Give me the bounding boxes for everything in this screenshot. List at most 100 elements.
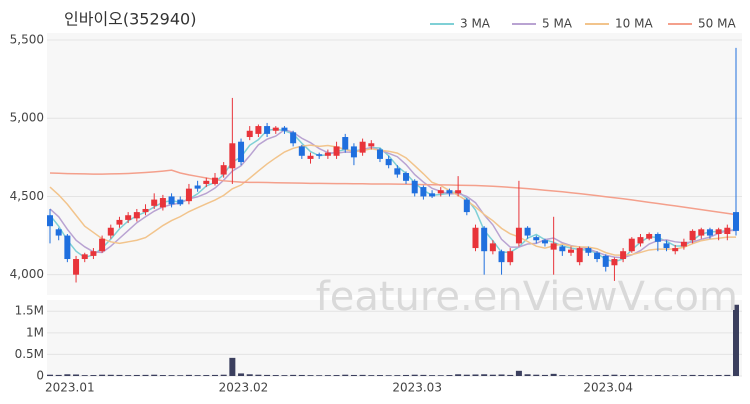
- candle-body: [99, 238, 106, 252]
- volume-bar: [47, 374, 53, 376]
- volume-bar: [706, 375, 713, 376]
- candle-body: [90, 251, 97, 256]
- y-tick-label: 5,500: [10, 33, 44, 47]
- volume-bar: [654, 375, 661, 376]
- volume-bar: [533, 374, 540, 376]
- candle-body: [628, 238, 635, 252]
- candle-body: [455, 190, 462, 194]
- volume-bar: [463, 374, 470, 376]
- candle-body: [498, 251, 505, 263]
- volume-bar: [203, 375, 210, 376]
- volume-bar: [55, 374, 62, 376]
- volume-bar: [107, 374, 114, 376]
- candle-body: [733, 212, 739, 231]
- candle-body: [107, 227, 114, 236]
- y-tick-label: 0: [36, 369, 44, 383]
- candle-body: [654, 233, 661, 242]
- volume-bar: [446, 375, 453, 376]
- legend-label: 3 MA: [460, 17, 491, 31]
- candle-body: [515, 227, 522, 244]
- volume-bar: [515, 370, 522, 376]
- candle-body: [620, 251, 627, 260]
- volume-bar: [576, 375, 583, 376]
- candle-body: [420, 187, 427, 197]
- candle-body: [594, 252, 601, 260]
- volume-panel: [47, 300, 742, 376]
- volume-bar: [637, 375, 644, 376]
- volume-bar: [290, 374, 297, 376]
- candle-body: [185, 188, 192, 202]
- volume-bar: [133, 374, 140, 376]
- candle-body: [446, 190, 453, 194]
- candle-body: [246, 130, 253, 138]
- candle-body: [524, 227, 531, 236]
- y-tick-label: 0.5M: [15, 347, 44, 361]
- candle-body: [637, 237, 644, 244]
- candle-body: [611, 259, 618, 266]
- volume-bar: [168, 375, 175, 376]
- volume-bar: [541, 374, 548, 376]
- volume-bar: [663, 375, 670, 376]
- candle-body: [429, 193, 436, 197]
- volume-bar: [99, 374, 106, 376]
- volume-bar: [298, 374, 305, 376]
- candle-body: [125, 215, 132, 220]
- volume-bar: [646, 375, 653, 376]
- candle-body: [550, 243, 557, 250]
- y-tick-label: 4,500: [10, 189, 44, 203]
- candle-body: [316, 154, 323, 156]
- candle-body: [359, 141, 366, 153]
- candle-body: [533, 237, 540, 241]
- candle-body: [463, 199, 470, 213]
- volume-bar: [342, 374, 349, 376]
- candle-body: [238, 141, 245, 163]
- volume-bar: [620, 375, 627, 376]
- y-tick-label: 5,000: [10, 111, 44, 125]
- volume-bar: [420, 374, 427, 376]
- candle-body: [151, 199, 158, 206]
- candle-body: [290, 132, 297, 144]
- candle-body: [81, 254, 88, 260]
- candle-body: [133, 212, 140, 219]
- candle-body: [177, 199, 184, 205]
- candle-body: [229, 143, 236, 169]
- volume-bar: [715, 374, 722, 376]
- volume-bar: [385, 375, 392, 376]
- volume-bar: [272, 375, 279, 376]
- watermark: feature.enViewV.com: [316, 274, 738, 320]
- volume-bar: [90, 375, 97, 376]
- volume-bar: [602, 374, 609, 376]
- candle-body: [142, 208, 149, 213]
- candle-body: [411, 180, 418, 194]
- volume-bar: [81, 375, 88, 376]
- candle-body: [585, 248, 592, 253]
- candle-body: [472, 227, 479, 249]
- candle-body: [715, 229, 722, 234]
- candle-body: [73, 259, 80, 275]
- candle-body: [47, 215, 53, 227]
- volume-bar: [585, 375, 592, 376]
- candle-body: [672, 248, 679, 252]
- candle-body: [203, 180, 210, 184]
- volume-bar: [437, 375, 444, 376]
- candle-body: [403, 172, 410, 181]
- volume-bar: [628, 374, 635, 376]
- y-tick-label: 4,000: [10, 267, 44, 281]
- legend-label: 10 MA: [615, 17, 653, 31]
- volume-bar: [246, 374, 253, 376]
- x-tick-label: 2023.02: [219, 381, 269, 395]
- candle-body: [168, 196, 175, 205]
- candle-body: [194, 185, 201, 189]
- volume-bar: [142, 374, 149, 376]
- candle-body: [342, 137, 349, 150]
- volume-bar: [698, 375, 705, 376]
- candle-body: [541, 240, 548, 244]
- volume-bar: [594, 375, 601, 376]
- candle-body: [646, 233, 653, 239]
- legend-label: 5 MA: [542, 17, 573, 31]
- volume-bar: [264, 374, 271, 376]
- candle-body: [689, 230, 696, 241]
- ma-line: [49, 169, 737, 216]
- candle-body: [264, 126, 271, 134]
